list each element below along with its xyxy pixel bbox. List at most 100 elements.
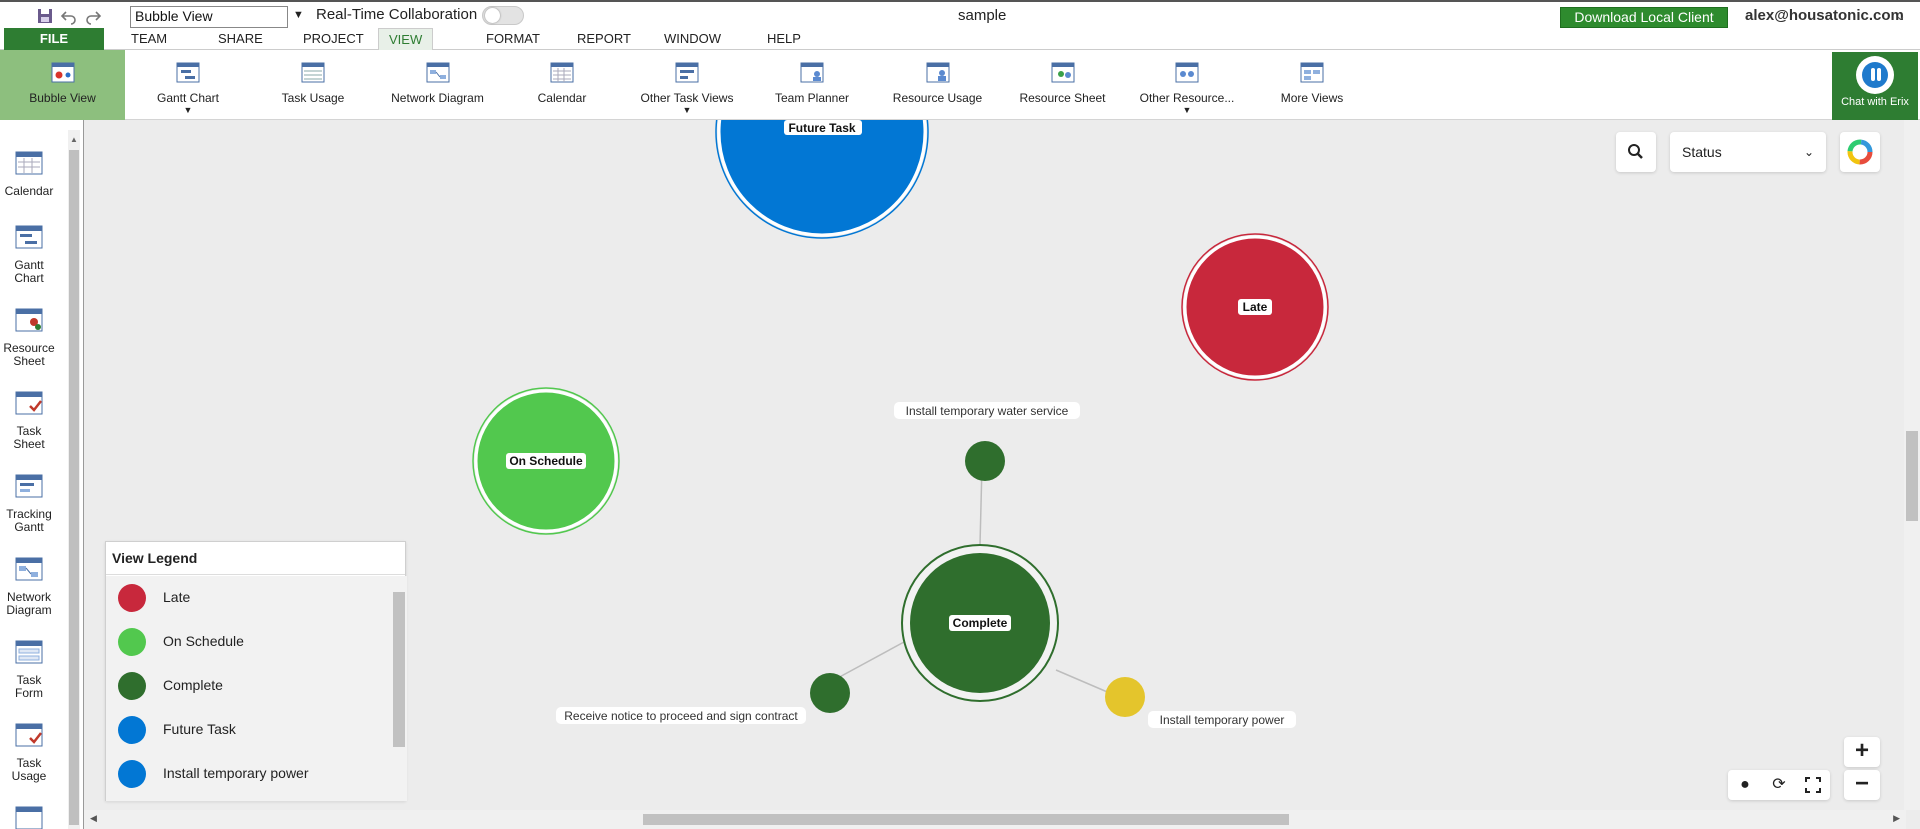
ribbon-team-planner-button[interactable]: Team Planner	[772, 50, 852, 120]
expand-icon	[1805, 777, 1821, 793]
menu-team[interactable]: TEAM	[131, 31, 168, 46]
ribbon-calendar-button[interactable]: Calendar	[522, 50, 602, 120]
legend-scroll-thumb[interactable]	[393, 592, 405, 747]
menu-help[interactable]: HELP	[767, 31, 801, 46]
dropdown-arrow-icon[interactable]: ▼	[183, 105, 193, 115]
sidebar-scroll-thumb[interactable]	[69, 150, 79, 825]
user-account-menu[interactable]: alex@housatonic.com	[1745, 7, 1904, 24]
bubble-task-receive-notice[interactable]: Receive notice to proceed and sign contr…	[556, 673, 850, 724]
ribbon-bubble-view-button[interactable]: Bubble View	[0, 50, 125, 120]
horizontal-scroll-thumb[interactable]	[643, 814, 1289, 825]
sidebar-item-network-diagram[interactable]: Network Diagram	[0, 554, 58, 617]
ribbon-resource-usage-button[interactable]: Resource Usage	[890, 50, 985, 120]
ribbon-more-views-button[interactable]: More Views	[1272, 50, 1352, 120]
bubble-graph[interactable]: Future Task Late On Schedule Complete	[84, 120, 1920, 810]
menu-view[interactable]: VIEW	[378, 28, 434, 50]
dropdown-arrow-icon[interactable]: ▼	[682, 105, 692, 115]
scroll-up-arrow-icon[interactable]: ▲	[70, 135, 78, 144]
legend-item: Future Task	[106, 708, 391, 752]
scroll-left-arrow-icon[interactable]: ◀	[90, 813, 97, 823]
bubble-group-by-select[interactable]: Status ⌄	[1670, 132, 1826, 172]
task-label: Install temporary water service	[906, 404, 1069, 418]
ribbon-label: Network Diagram	[391, 91, 484, 105]
bubble-future-task[interactable]: Future Task	[715, 120, 929, 239]
menu-share[interactable]: SHARE	[218, 31, 263, 46]
center-dot-icon[interactable]: ●	[1740, 776, 1750, 793]
bubble-canvas[interactable]: Future Task Late On Schedule Complete	[84, 120, 1920, 810]
task-usage-icon	[15, 723, 43, 747]
ribbon-label: Calendar	[537, 91, 587, 105]
sidebar-item-task-form[interactable]: Task Form	[0, 637, 58, 700]
canvas-vertical-scrollbar[interactable]	[1904, 120, 1920, 810]
color-palette-button[interactable]	[1840, 132, 1880, 172]
download-local-client-button[interactable]: Download Local Client	[1560, 7, 1728, 28]
chat-with-erix-button[interactable]: Chat with Erix	[1832, 52, 1918, 120]
bubble-on-schedule[interactable]: On Schedule	[472, 387, 620, 535]
vertical-scroll-thumb[interactable]	[1906, 431, 1918, 521]
ribbon-gantt-chart-button[interactable]: Gantt Chart ▼	[148, 50, 228, 120]
sidebar-item-gantt-chart[interactable]: Gantt Chart	[0, 222, 58, 285]
ribbon-label: Other Resource...	[1139, 91, 1235, 105]
fullscreen-icon[interactable]	[1796, 770, 1830, 800]
legend-label: Future Task	[163, 721, 236, 737]
ribbon-other-resource-views-button[interactable]: Other Resource... ▼	[1137, 50, 1237, 120]
sidebar-item-more[interactable]	[0, 803, 58, 829]
sidebar-item-label: Task Sheet	[13, 424, 45, 451]
legend-scrollbar[interactable]	[393, 582, 405, 797]
bubble-view-icon	[51, 62, 74, 83]
bubble-complete[interactable]: Complete	[901, 544, 1059, 702]
realtime-collaboration-toggle[interactable]	[482, 6, 524, 25]
ribbon-label: Resource Usage	[892, 91, 983, 105]
view-tools: ● ⟳	[1728, 770, 1830, 800]
bubble-label: Future Task	[788, 121, 855, 135]
ribbon-label: Gantt Chart	[156, 91, 220, 105]
ribbon-network-diagram-button[interactable]: Network Diagram	[385, 50, 490, 120]
sidebar-scrollbar[interactable]: ▲	[68, 130, 80, 829]
task-label: Receive notice to proceed and sign contr…	[564, 709, 798, 723]
refresh-icon[interactable]: ⟳	[1772, 776, 1786, 793]
ribbon-resource-sheet-button[interactable]: Resource Sheet	[1015, 50, 1110, 120]
scroll-right-arrow-icon[interactable]: ▶	[1893, 813, 1900, 823]
sidebar-item-task-sheet[interactable]: Task Sheet	[0, 388, 58, 451]
chevron-down-icon[interactable]: ⌄	[1895, 8, 1906, 23]
calendar-icon	[15, 151, 43, 175]
menu-format[interactable]: FORMAT	[486, 31, 540, 46]
zoom-out-button[interactable]: −	[1844, 770, 1880, 800]
bubble-late[interactable]: Late	[1181, 233, 1329, 381]
sidebar-item-tracking-gantt[interactable]: Tracking Gantt	[0, 471, 58, 534]
calendar-icon	[550, 62, 574, 83]
sidebar-item-label: Task Form	[15, 673, 43, 700]
menu-window[interactable]: WINDOW	[664, 31, 722, 46]
view-select-dropdown-icon[interactable]: ▼	[293, 9, 304, 21]
undo-icon[interactable]	[60, 7, 78, 25]
dropdown-arrow-icon[interactable]: ▼	[1182, 105, 1192, 115]
view-name-input[interactable]: Bubble View	[130, 6, 288, 28]
menu-report[interactable]: REPORT	[577, 31, 631, 46]
legend-color-swatch	[118, 672, 146, 700]
redo-icon[interactable]	[84, 7, 102, 25]
search-button[interactable]	[1616, 132, 1656, 172]
legend-list: Late On Schedule Complete Future Task In…	[106, 576, 407, 801]
more-views-icon	[1300, 62, 1324, 83]
sidebar-item-calendar[interactable]: Calendar	[0, 148, 58, 198]
ribbon-other-task-views-button[interactable]: Other Task Views ▼	[637, 50, 737, 120]
menu-project[interactable]: PROJECT	[303, 31, 364, 46]
sheet-icon	[15, 806, 43, 829]
save-icon[interactable]	[36, 7, 54, 25]
ribbon-label: Other Task Views	[640, 91, 734, 105]
search-icon	[1628, 144, 1643, 159]
sidebar-item-task-usage[interactable]: Task Usage	[0, 720, 58, 783]
sidebar-item-label: Tracking Gantt	[6, 507, 52, 534]
bubble-task-install-temporary-water-service[interactable]: Install temporary water service	[894, 402, 1080, 481]
legend-label: Complete	[163, 677, 223, 693]
zoom-in-button[interactable]: +	[1844, 737, 1880, 767]
menu-file[interactable]: FILE	[4, 28, 104, 50]
bubble-task-install-temporary-power[interactable]: Install temporary power	[1105, 677, 1296, 728]
ribbon-task-usage-button[interactable]: Task Usage	[273, 50, 353, 120]
legend-label: Late	[163, 589, 191, 605]
sidebar-item-resource-sheet[interactable]: Resource Sheet	[0, 305, 58, 368]
canvas-horizontal-scrollbar[interactable]: ◀ ▶	[84, 810, 1906, 829]
bubble-label: Late	[1243, 300, 1268, 314]
sidebar-item-label: Resource Sheet	[3, 341, 55, 368]
